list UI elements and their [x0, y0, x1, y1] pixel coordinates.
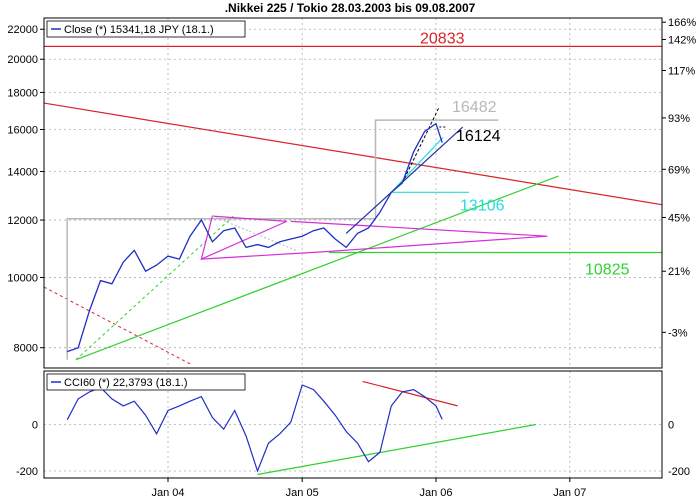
price-legend-box [46, 20, 246, 38]
cci-y-tick-label: -200 [16, 466, 38, 478]
cci-resistance-trendline [362, 380, 458, 407]
navy-trendline [345, 126, 464, 234]
price-panel: 8000 10000 12000 14000 16000 18000 20000 22000 -… [7, 17, 696, 369]
cyan-trendline [390, 137, 444, 193]
cci-legend-label: CCI60 (*) 22,3793 (18.1.) [64, 377, 188, 389]
cci-y-right-tick-label: 0 [668, 420, 674, 432]
triangle-pattern-right [290, 220, 548, 253]
x-tick-label: Jan 07 [553, 487, 586, 499]
y-right-tick-label: 166% [668, 17, 696, 29]
cci-y-tick-label: 0 [32, 420, 38, 432]
level-label: 20833 [420, 30, 465, 47]
price-legend-label: Close (*) 15341,18 JPY (18.1.) [64, 24, 214, 36]
triangle-dashed-mid [212, 215, 297, 251]
level-label: 13106 [460, 197, 505, 214]
level-label: 16482 [452, 99, 497, 116]
x-tick-label: Jan 04 [151, 487, 184, 499]
chart-title: .Nikkei 225 / Tokio 28.03.2003 bis 09.08… [225, 1, 476, 15]
dashed-projection-up [401, 106, 440, 184]
y-right-tick-label: 117% [668, 65, 696, 77]
cci-support-trendline [257, 423, 537, 476]
y-tick-label: 20000 [7, 54, 38, 66]
cci-y-right-tick-label: -200 [668, 466, 690, 478]
support-trendline [75, 175, 559, 361]
x-tick-label: Jan 06 [419, 487, 452, 499]
level-label: 16124 [456, 128, 501, 145]
x-tick-label: Jan 05 [286, 487, 319, 499]
y-tick-label: 14000 [7, 167, 38, 179]
y-right-tick-label: 21% [668, 266, 690, 278]
y-tick-label: 10000 [7, 272, 38, 284]
cci-panel: -200 -200 0 0 CCI60 (*) 22,3793 (18.1.) [16, 370, 690, 479]
falling-trendline [43, 102, 663, 206]
triangle-pattern-left [200, 215, 288, 261]
y-right-tick-label: -3% [668, 327, 688, 339]
y-tick-label: 12000 [7, 215, 38, 227]
y-right-tick-label: 45% [668, 212, 690, 224]
y-tick-label: 16000 [7, 124, 38, 136]
y-right-tick-label: 93% [668, 113, 690, 125]
y-tick-label: 18000 [7, 87, 38, 99]
x-axis: Jan 04 Jan 05 Jan 06 Jan 07 [151, 478, 586, 499]
cci-legend-box [46, 373, 246, 391]
cci-frame [43, 370, 663, 479]
y-tick-label: 8000 [14, 343, 38, 355]
y-right-tick-label: 142% [668, 34, 696, 46]
series-close-line [66, 122, 443, 353]
price-plot-area [44, 18, 662, 368]
level-label: 10825 [585, 261, 630, 278]
price-frame [43, 17, 663, 369]
triangle-base [201, 251, 324, 260]
y-right-tick-label: 69% [668, 164, 690, 176]
range-box-16482 [374, 119, 499, 219]
series-cci-line [66, 384, 443, 473]
y-tick-label: 22000 [7, 24, 38, 36]
range-box-left [66, 217, 376, 360]
